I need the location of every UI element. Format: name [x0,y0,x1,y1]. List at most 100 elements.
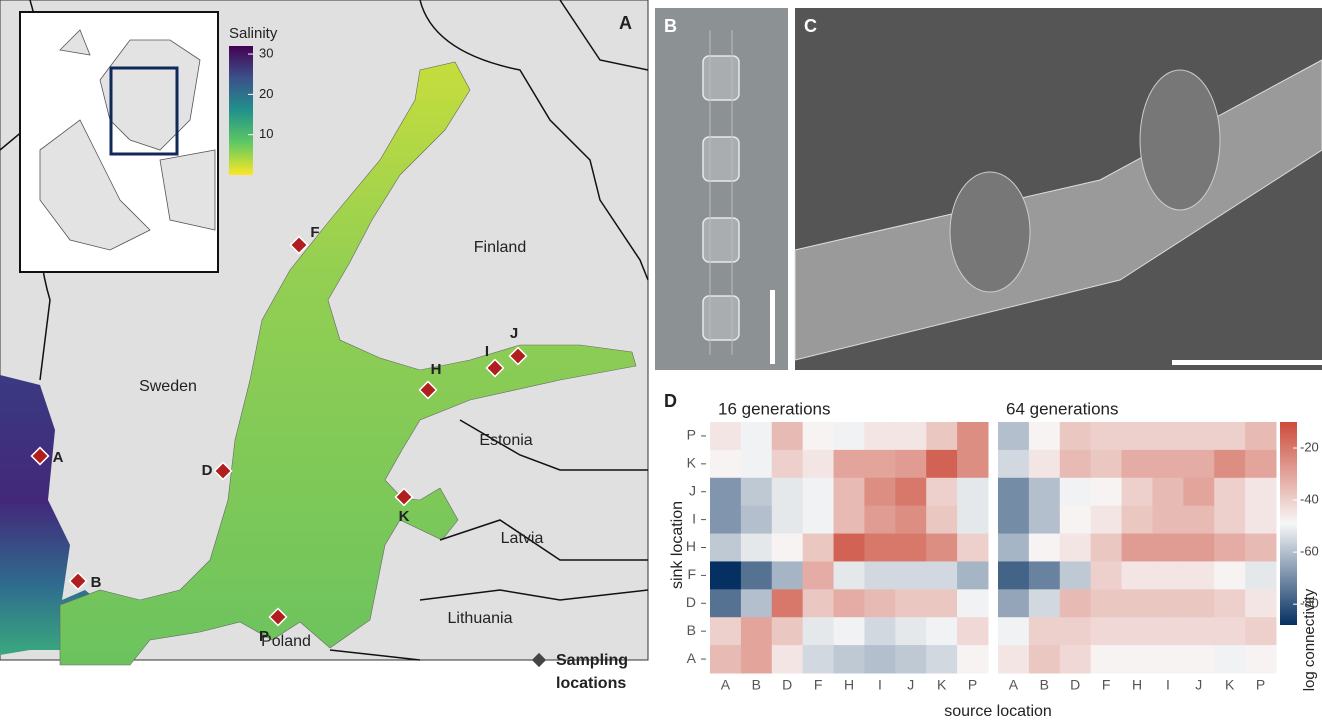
heatmap-cell [741,534,772,562]
heatmap-cell [926,589,957,617]
x-tick-label: P [1256,677,1265,693]
heatmap-cell [710,478,741,506]
heatmap-cell [1091,534,1122,562]
heatmap-cell [710,645,741,673]
heatmap-cell [834,561,865,589]
heatmap-cell [803,450,834,478]
x-tick-label: D [1070,677,1080,693]
heatmap-cell [803,422,834,450]
valve [950,172,1030,292]
y-tick-label: D [686,594,696,610]
heatmap-cell [1122,561,1153,589]
country-label: Lithuania [448,610,513,627]
country-label: Finland [474,239,526,256]
panel-label: B [664,16,677,36]
legend-label: locations [556,675,626,692]
heatmap-cell [1122,645,1153,673]
heatmap-cell [803,617,834,645]
y-axis-title: sink location [669,501,686,589]
heatmap-cell [834,450,865,478]
heatmap-cell [1183,589,1214,617]
heatmap-cell [834,478,865,506]
x-tick-label: D [782,677,792,693]
heatmap-cell [741,589,772,617]
heatmap-cell [998,617,1029,645]
heatmap-cell [1152,645,1183,673]
heatmap-cell [1152,478,1183,506]
heatmap-cell [998,478,1029,506]
tick-label: -80 [1300,596,1319,611]
heatmap-cell [895,450,926,478]
tick-label: -40 [1300,492,1319,507]
heatmap-cell [895,589,926,617]
heatmap-cell [772,506,803,534]
panel-label: A [619,13,632,33]
heatmap-cell [803,561,834,589]
heatmap-cell [1091,645,1122,673]
heatmap-cell [772,422,803,450]
heatmap-cell [772,645,803,673]
heatmap-cell [864,561,895,589]
heatmap-cell [1152,561,1183,589]
heatmap-cell [864,617,895,645]
heatmap-cell [1183,561,1214,589]
panel-label: D [664,391,677,411]
panel-d: D source location sink location log conn… [664,391,1319,720]
heatmap-cell [1029,534,1060,562]
heatmap-cell [1122,617,1153,645]
heatmap-cell [741,422,772,450]
heatmap-cell [710,422,741,450]
heatmap-cell [710,561,741,589]
heatmap-cell [864,534,895,562]
heatmap-cell [1060,617,1091,645]
site-label: D [202,462,213,479]
heatmap-cell [957,478,988,506]
heatmap-cell [926,645,957,673]
heatmap-cell [834,506,865,534]
site-label: P [259,628,269,645]
y-tick-label: B [687,622,696,638]
site-label: B [91,574,102,591]
heatmap-cell [864,422,895,450]
valve [1140,70,1220,210]
heatmap-cell [957,450,988,478]
heatmap-cell [1152,506,1183,534]
heatmap-cell [926,617,957,645]
heatmap-cell [834,617,865,645]
heatmap-cell [1122,478,1153,506]
heatmap-cell [772,589,803,617]
heatmap-cell [1214,589,1245,617]
y-tick-label: J [689,482,696,498]
heatmap-cell [957,589,988,617]
heatmap-cell [998,534,1029,562]
x-axis-title: source location [944,703,1052,720]
heatmap-cell [803,478,834,506]
heatmap-cell [741,450,772,478]
heatmap-cell [998,422,1029,450]
heatmap-cell [741,478,772,506]
heatmap-cell [864,450,895,478]
heatmap-cell [1029,450,1060,478]
heatmap-cell [1122,450,1153,478]
heatmap-cell [1091,561,1122,589]
heatmap-cell [1091,589,1122,617]
heatmap-cell [710,589,741,617]
country-label: Sweden [139,378,197,395]
heatmap-cell [1091,506,1122,534]
site-label: J [510,325,518,342]
heatmap-cell [1245,617,1276,645]
salinity-title: Salinity [229,25,278,42]
heatmap-cell [1214,561,1245,589]
site-label: K [399,508,410,525]
heatmap-cell [1245,506,1276,534]
heatmap-cell [1122,422,1153,450]
x-tick-label: F [1102,677,1111,693]
heatmap-cell [926,450,957,478]
heatmap-cell [1060,506,1091,534]
heatmap-cell [926,422,957,450]
heatmap-cell [1060,645,1091,673]
heatmap-cell [834,422,865,450]
heatmap-cell [895,422,926,450]
heatmap-cell [741,617,772,645]
heatmap-cell [1183,450,1214,478]
